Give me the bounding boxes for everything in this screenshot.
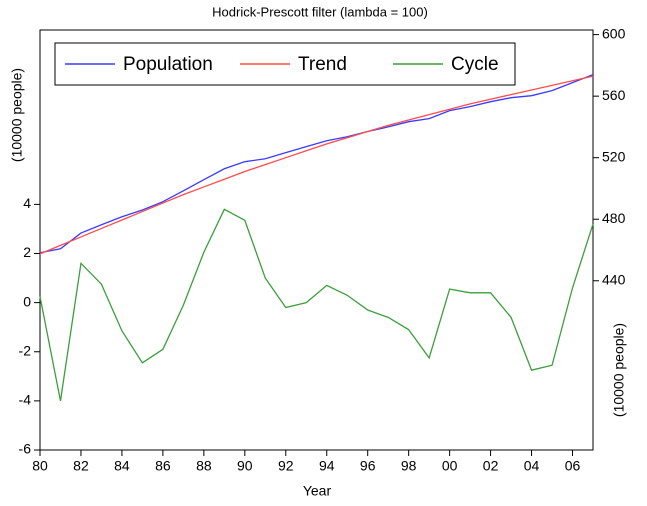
series-line — [39, 208, 594, 402]
x-tick-label: 90 — [237, 458, 253, 474]
x-tick-label: 98 — [401, 458, 417, 474]
y2-tick-label: 560 — [602, 87, 626, 103]
x-tick-label: 82 — [73, 458, 89, 474]
x-tick-label: 84 — [114, 458, 130, 474]
y-axis-label: (10000 people) — [9, 68, 25, 162]
x-tick-label: 04 — [524, 458, 540, 474]
x-tick-label: 92 — [278, 458, 294, 474]
x-axis-label: Year — [303, 483, 332, 499]
series-line — [39, 74, 594, 254]
y-tick-label: -2 — [19, 342, 32, 358]
x-tick-label: 94 — [319, 458, 335, 474]
y2-tick-label: 600 — [602, 25, 626, 41]
y-tick-label: 2 — [23, 244, 31, 260]
plot-frame — [39, 29, 594, 451]
x-tick-label: 88 — [196, 458, 212, 474]
y2-tick-label: 480 — [602, 210, 626, 226]
x-tick-label: 02 — [483, 458, 499, 474]
y-tick-label: 4 — [23, 195, 31, 211]
x-tick-label: 06 — [565, 458, 581, 474]
x-tick-label: 96 — [360, 458, 376, 474]
x-tick-label: 86 — [155, 458, 171, 474]
y-tick-label: -6 — [19, 441, 32, 457]
x-tick-label: 80 — [32, 458, 48, 474]
series-line — [39, 75, 594, 255]
x-tick-label: 00 — [442, 458, 458, 474]
y2-axis-label: (10000 people) — [611, 323, 627, 417]
y-tick-label: -4 — [19, 392, 32, 408]
legend-label: Trend — [298, 54, 347, 75]
chart-title: Hodrick-Prescott filter (lambda = 100) — [212, 4, 428, 19]
y2-tick-label: 440 — [602, 271, 626, 287]
legend-label: Cycle — [451, 54, 499, 75]
y-tick-label: 0 — [23, 293, 31, 309]
legend-label: Population — [123, 54, 213, 75]
y2-tick-label: 520 — [602, 148, 626, 164]
